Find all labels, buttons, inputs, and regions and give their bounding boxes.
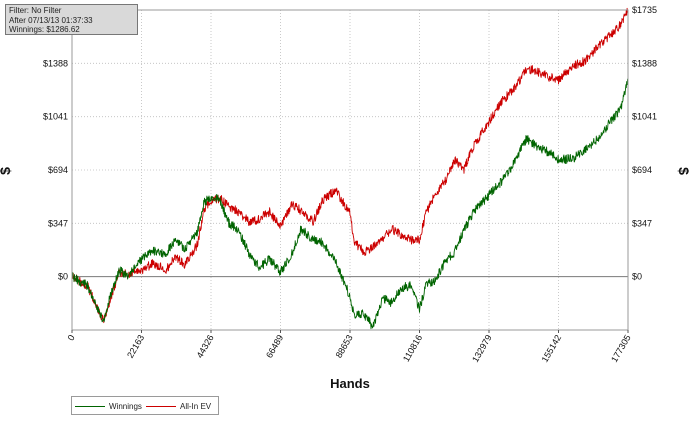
legend: Winnings All-In EV xyxy=(71,396,219,415)
grid-lines xyxy=(72,9,628,330)
y-tick-label-right: $1735 xyxy=(632,5,657,15)
y-tick-label-left: $694 xyxy=(48,165,68,175)
y-tick-label-left: $347 xyxy=(48,218,68,228)
y-tick-label-left: $1041 xyxy=(43,112,68,122)
y-tick-label-right: $694 xyxy=(632,165,652,175)
legend-label-allin-ev: All-In EV xyxy=(180,402,212,411)
legend-swatch-winnings xyxy=(75,406,105,407)
legend-label-winnings: Winnings xyxy=(109,402,142,411)
date-filter-label: After 07/13/13 01:37:33 xyxy=(9,15,93,25)
y-tick-label-right: $347 xyxy=(632,218,652,228)
series-line-allin-ev xyxy=(71,7,629,324)
y-tick-label-left: $0 xyxy=(58,272,68,282)
y-tick-label-left: $1388 xyxy=(43,58,68,68)
y-tick-label-right: $1041 xyxy=(632,112,657,122)
series-layer xyxy=(71,7,629,330)
y-axis-right: $0 $347 $694 $1041 $1388 $1735 xyxy=(632,5,657,282)
series-line-winnings xyxy=(71,78,629,330)
y-tick-label-right: $1388 xyxy=(632,58,657,68)
legend-swatch-allin-ev xyxy=(146,406,176,407)
y-axis-label-left: $ xyxy=(0,167,13,175)
filter-info-box: Filter: No Filter After 07/13/13 01:37:3… xyxy=(5,4,138,35)
y-axis-label-right: $ xyxy=(676,167,692,175)
x-tick-label: 0 xyxy=(66,333,77,342)
winnings-total-label: Winnings: $1286.62 xyxy=(9,25,80,35)
y-tick-label-right: $0 xyxy=(632,272,642,282)
x-axis-label: Hands xyxy=(330,376,370,391)
filter-label: Filter: No Filter xyxy=(9,6,62,15)
